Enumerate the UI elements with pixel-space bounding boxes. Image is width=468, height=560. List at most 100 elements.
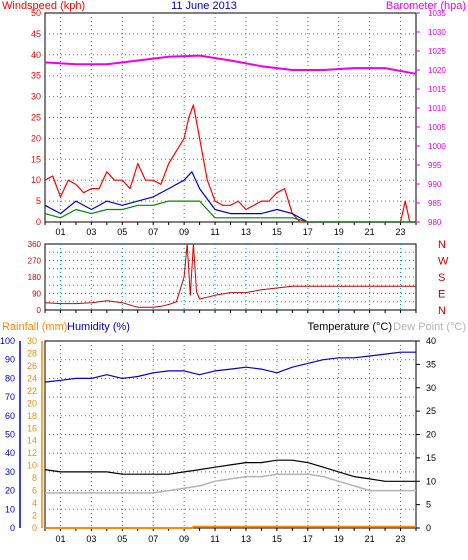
windspeed-axis-title: Windspeed (kph) (2, 0, 85, 12)
hour-tick-label: 13 (241, 227, 251, 237)
temperature-tick-label: 0 (426, 523, 431, 533)
humidity-line (44, 351, 416, 383)
rainfall-tick-label: 22 (27, 386, 37, 396)
hour-tick-label: 03 (86, 227, 96, 237)
rainfall-tick-label: 18 (27, 411, 37, 421)
humidity-tick-label: 100 (0, 336, 15, 346)
hour-tick-label: 15 (272, 227, 282, 237)
hour-tick-label: 19 (334, 227, 344, 237)
hour-tick-label: 05 (117, 534, 127, 544)
humidity-tick-label: 50 (5, 430, 15, 440)
baro-tick-label: 1025 (428, 47, 446, 56)
hour-tick-label: 17 (303, 534, 313, 544)
humidity-tick-label: 30 (5, 467, 15, 477)
rainfall-tick-label: 6 (32, 486, 37, 496)
wind-tick-label: 40 (31, 50, 41, 60)
baro-tick-label: 1000 (428, 142, 446, 151)
rainfall-line (45, 525, 416, 529)
temperature-tick-label: 25 (426, 406, 436, 416)
hour-tick-label: 11 (210, 534, 219, 544)
chart-date-title: 11 June 2013 (171, 0, 237, 12)
hour-tick-label: 07 (148, 227, 158, 237)
rainfall-axis-title: Rainfall (mm) (2, 321, 67, 333)
baro-tick-label: 1005 (428, 123, 446, 132)
hour-tick-label: 03 (86, 534, 96, 544)
rainfall-tick-label: 28 (27, 348, 37, 358)
hour-tick-label: 17 (303, 227, 313, 237)
hour-tick-label: 01 (55, 534, 65, 544)
rainfall-tick-label: 2 (32, 511, 37, 521)
windspeed-lowest-line (44, 200, 416, 223)
humidity-tick-label: 90 (5, 355, 15, 365)
rainfall-tick-label: 14 (27, 436, 37, 446)
hour-tick-label: 05 (117, 227, 127, 237)
baro-tick-label: 1015 (428, 85, 446, 94)
baro-tick-label: 1035 (428, 9, 446, 18)
wind-tick-label: 20 (31, 133, 41, 143)
direction-tick-label: 0 (37, 306, 42, 315)
humidity-tick-label: 10 (5, 504, 15, 514)
rainfall-tick-label: 8 (32, 473, 37, 483)
baro-tick-label: 1010 (428, 104, 446, 113)
direction-tick-label: 360 (28, 240, 42, 249)
temperature-tick-label: 35 (426, 359, 436, 369)
temperature-tick-label: 15 (426, 453, 436, 463)
rainfall-tick-label: 24 (27, 373, 37, 383)
humidity-tick-label: 60 (5, 411, 15, 421)
hour-tick-label: 09 (179, 227, 189, 237)
compass-letter-label: W (438, 256, 449, 268)
hour-tick-label: 09 (179, 534, 189, 544)
dew-point-line (45, 473, 416, 494)
rainfall-tick-label: 10 (27, 461, 37, 471)
hour-tick-label: 07 (148, 534, 158, 544)
baro-tick-label: 980 (428, 218, 442, 227)
temperature-tick-label: 10 (426, 476, 436, 486)
hour-tick-label: 15 (272, 534, 282, 544)
rainfall-tick-label: 30 (27, 336, 37, 346)
hour-tick-label: 13 (241, 534, 251, 544)
direction-tick-label: 180 (28, 273, 42, 282)
direction-panel-frame (44, 243, 417, 311)
rainfall-tick-label: 4 (32, 498, 37, 508)
wind-tick-label: 5 (36, 196, 41, 206)
wind-tick-label: 15 (31, 154, 41, 164)
direction-tick-label: 90 (32, 290, 41, 299)
hour-tick-label: 21 (365, 227, 375, 237)
hour-tick-label: 21 (365, 534, 375, 544)
dewpoint-axis-title: Dew Point (°C) (393, 321, 466, 333)
temperature-line (44, 459, 416, 482)
compass-letter-label: S (438, 272, 445, 284)
humidity-tick-label: 20 (5, 486, 15, 496)
rainfall-tick-label: 12 (27, 448, 37, 458)
compass-letter-label: N (438, 305, 446, 317)
wind-tick-label: 25 (31, 113, 41, 123)
direction-tick-label: 270 (28, 257, 42, 266)
temperature-tick-label: 5 (426, 500, 431, 510)
temperature-tick-label: 20 (426, 430, 436, 440)
wind-tick-label: 0 (36, 217, 41, 227)
humidity-tick-label: 80 (5, 373, 15, 383)
compass-letter-label: E (438, 289, 445, 301)
hour-tick-label: 23 (396, 227, 406, 237)
windspeed-average-line (44, 171, 416, 223)
hour-tick-label: 23 (396, 534, 406, 544)
humidity-tick-label: 40 (5, 448, 15, 458)
hour-tick-label: 11 (210, 227, 219, 237)
baro-tick-label: 990 (428, 180, 442, 189)
rainfall-tick-label: 0 (32, 523, 37, 533)
humidity-axis-title: Humidity (%) (67, 321, 130, 333)
rainfall-tick-label: 26 (27, 361, 37, 371)
hour-tick-label: 01 (55, 227, 65, 237)
barometer-line (44, 54, 417, 75)
wind-direction-line (44, 243, 416, 308)
temperature-tick-label: 40 (426, 336, 436, 346)
barometer-axis-title: Barometer (hpa) (386, 0, 466, 12)
hour-tick-label: 19 (334, 534, 344, 544)
wind-tick-label: 35 (31, 71, 41, 81)
baro-tick-label: 985 (428, 199, 442, 208)
humidity-tick-label: 0 (10, 523, 15, 533)
baro-tick-label: 1030 (428, 28, 446, 37)
